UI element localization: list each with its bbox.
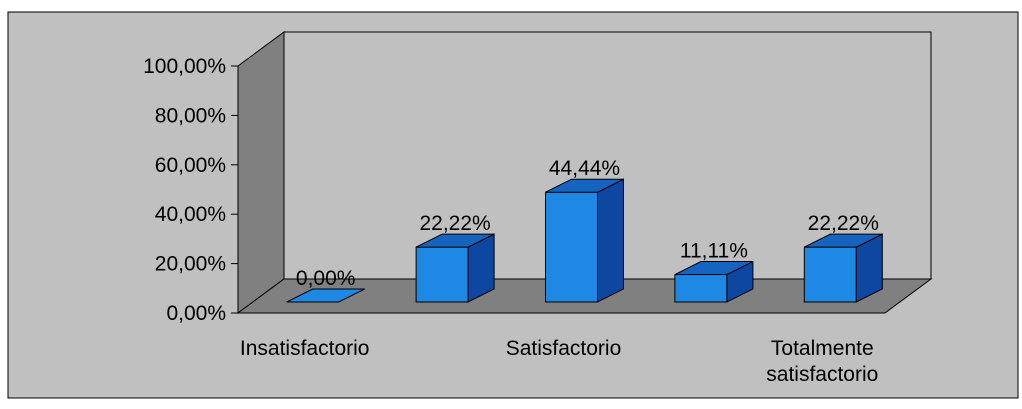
chart-side-wall — [237, 31, 285, 314]
y-axis: 0,00% 20,00% 40,00% 60,00% 80,00% 100,00% — [143, 55, 239, 325]
bar-top — [674, 261, 754, 276]
data-label: 11,11% — [680, 240, 748, 263]
bar — [286, 288, 365, 303]
bar-top — [286, 288, 365, 303]
data-labels: 0,00% 22,22% 44,44% 11,11% 22,22% — [296, 157, 879, 290]
bar — [803, 233, 883, 303]
bars — [286, 178, 883, 303]
y-tick-label: 100,00% — [143, 55, 226, 78]
bar-front — [545, 191, 598, 303]
data-label: 44,44% — [549, 157, 620, 180]
bar-top — [415, 233, 495, 248]
data-label: 0,00% — [296, 267, 356, 290]
bar-front — [674, 274, 728, 303]
bar — [674, 260, 754, 303]
x-tick-label: Satisfactorio — [506, 337, 622, 360]
bar-top — [545, 178, 624, 193]
data-label: 22,22% — [808, 212, 879, 235]
x-tick-label: Totalmente — [771, 337, 874, 360]
y-tick-label: 40,00% — [155, 203, 226, 226]
data-label: 22,22% — [419, 212, 490, 235]
x-tick-label: satisfactorio — [766, 363, 878, 386]
bar-top — [804, 233, 883, 248]
y-tick-label: 0,00% — [166, 302, 226, 325]
bar — [545, 178, 624, 303]
y-tick-label: 20,00% — [155, 253, 226, 276]
bar-side — [597, 178, 624, 303]
x-axis-labels: Insatisfactorio Satisfactorio Totalmente sa… — [240, 337, 878, 386]
y-tick-label: 60,00% — [155, 154, 226, 177]
bar-front — [803, 246, 857, 303]
y-tick-label: 80,00% — [155, 104, 226, 127]
bar-front — [415, 246, 469, 303]
x-tick-label: Insatisfactorio — [240, 337, 370, 360]
bar — [415, 233, 495, 303]
